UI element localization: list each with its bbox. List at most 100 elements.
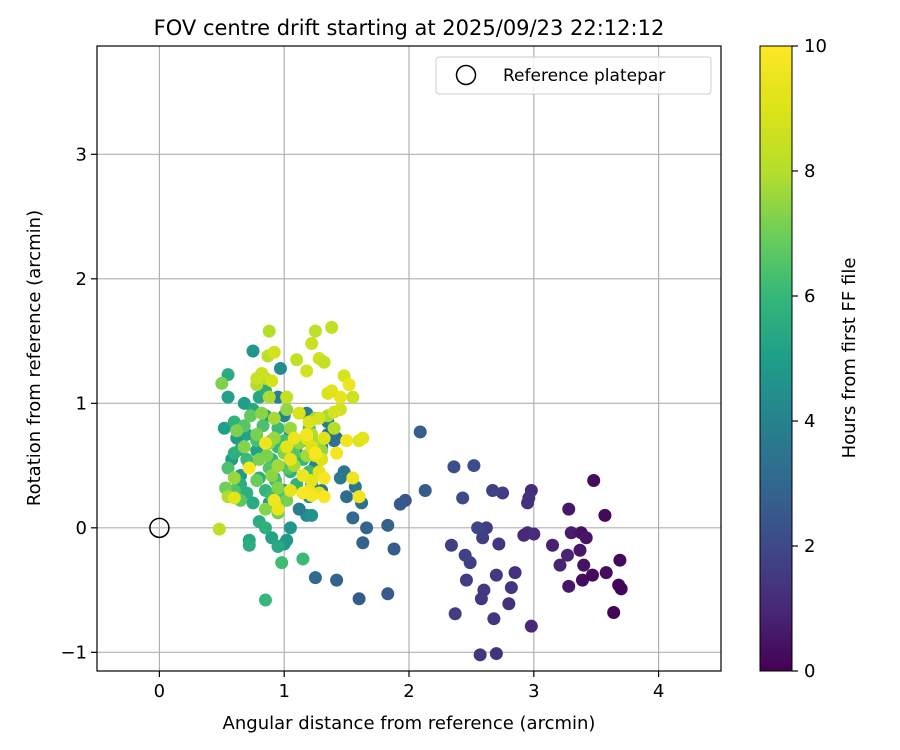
y-tick-label: 3 [76, 144, 87, 165]
scatter-point [474, 592, 488, 606]
scatter-point [393, 497, 407, 511]
scatter-point [280, 390, 294, 404]
legend: Reference platepar [435, 56, 712, 95]
scatter-point [255, 406, 269, 420]
scatter-point [267, 411, 281, 425]
scatter-point [215, 376, 229, 390]
scatter-point [496, 486, 510, 500]
scatter-point [292, 406, 306, 420]
scatter-point [607, 605, 621, 619]
scatter-point [448, 607, 462, 621]
colorbar [759, 45, 793, 672]
scatter-point [553, 558, 567, 572]
scatter-point [283, 521, 297, 535]
scatter-point [258, 593, 272, 607]
x-axis-label: Angular distance from reference (arcmin) [223, 713, 596, 734]
scatter-point [458, 548, 472, 562]
scatter-point [486, 483, 500, 497]
scatter-point [614, 582, 628, 596]
scatter-point [517, 528, 531, 542]
scatter-point [250, 427, 264, 441]
y-tick-label: 1 [76, 393, 87, 414]
scatter-point [271, 421, 285, 435]
scatter-point [564, 526, 578, 540]
scatter-point [237, 440, 251, 454]
colorbar-tick-label: 10 [804, 36, 827, 57]
scatter-point [489, 568, 503, 582]
scatter-point [230, 424, 244, 438]
scatter-point [265, 469, 279, 483]
scatter-point [227, 491, 241, 505]
scatter-point [473, 648, 487, 662]
scatter-point [308, 571, 322, 585]
x-tick-label: 4 [653, 681, 664, 702]
scatter-point [317, 355, 331, 369]
scatter-point [346, 390, 360, 404]
scatter-point [330, 446, 344, 460]
y-tick-label: 2 [76, 269, 87, 290]
scatter-point [287, 431, 301, 445]
scatter-point [598, 508, 612, 522]
colorbar-tick-label: 6 [804, 286, 815, 307]
scatter-point [562, 502, 576, 516]
x-tick-label: 0 [154, 681, 165, 702]
scatter-point [352, 490, 366, 504]
scatter-point [262, 390, 276, 404]
scatter-point [305, 508, 319, 522]
scatter-point [283, 452, 297, 466]
legend-box [435, 56, 712, 95]
scatter-point [546, 538, 560, 552]
scatter-point [585, 568, 599, 582]
chart-title: FOV centre drift starting at 2025/09/23 … [154, 16, 665, 40]
scatter-point [508, 566, 522, 580]
scatter-point [447, 460, 461, 474]
scatter-point [242, 461, 256, 475]
scatter-point [283, 421, 297, 435]
scatter-point [308, 446, 322, 460]
x-tick-label: 3 [528, 681, 539, 702]
scatter-point [489, 647, 503, 661]
scatter-point [325, 320, 339, 334]
scatter-point [296, 486, 310, 500]
scatter-point [275, 556, 289, 570]
scatter-point [327, 421, 341, 435]
scatter-point [262, 324, 276, 338]
scatter-point [587, 474, 601, 488]
scatter-point [356, 536, 370, 550]
scatter-point [244, 409, 258, 423]
colorbar-tick-label: 4 [804, 411, 815, 432]
scatter-point [271, 539, 285, 553]
scatter-point [292, 502, 306, 516]
scatter-point [227, 471, 241, 485]
scatter-point [413, 425, 427, 439]
scatter-point [242, 538, 256, 552]
scatter-point [302, 415, 316, 429]
scatter-point [352, 592, 366, 606]
scatter-point [487, 612, 501, 626]
scatter-point [459, 573, 473, 587]
scatter-point [521, 496, 535, 510]
scatter-point [290, 353, 304, 367]
x-axis-ticks: 0 1 2 3 4 [154, 671, 664, 702]
scatter-point [283, 483, 297, 497]
scatter-point [573, 543, 587, 557]
scatter-point [613, 553, 627, 567]
scatter-point [327, 405, 341, 419]
scatter-point [250, 474, 264, 488]
colorbar-tick-label: 8 [804, 161, 815, 182]
scatter-point [492, 537, 506, 551]
scatter-point [271, 481, 285, 495]
scatter-point [456, 491, 470, 505]
scatter-point [221, 390, 235, 404]
scatter-point [212, 522, 226, 536]
scatter-point [246, 344, 260, 358]
scatter-point [265, 374, 279, 388]
scatter-point [217, 421, 231, 435]
scatter-point [300, 427, 314, 441]
scatter-point [267, 493, 281, 507]
scatter-point [317, 490, 331, 504]
scatter-point [504, 581, 518, 595]
scatter-point [360, 521, 374, 535]
scatter-point [227, 446, 241, 460]
